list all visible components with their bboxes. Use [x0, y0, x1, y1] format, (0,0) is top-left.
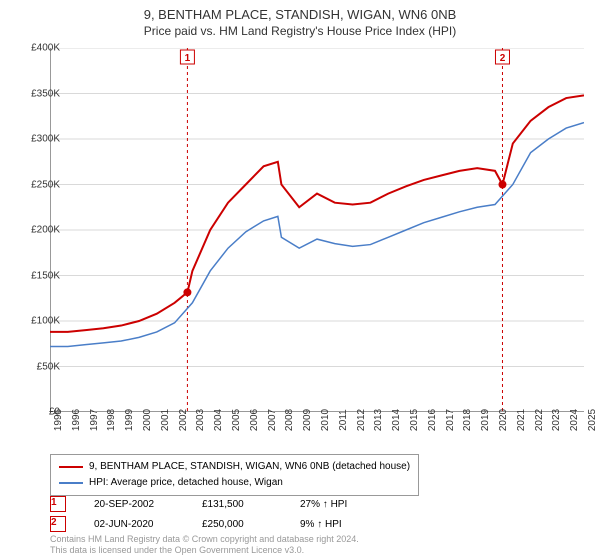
x-tick-label: 2001 [160, 409, 171, 431]
marker-badge: 1 [50, 496, 66, 512]
x-tick-label: 2020 [498, 409, 509, 431]
x-tick-label: 2018 [462, 409, 473, 431]
legend-label: HPI: Average price, detached house, Wiga… [89, 475, 283, 491]
marker-row: 2 02-JUN-2020 £250,000 9% ↑ HPI [50, 516, 347, 532]
svg-text:2: 2 [500, 53, 506, 64]
x-tick-label: 1997 [89, 409, 100, 431]
y-tick-label: £50K [16, 361, 60, 372]
legend-item: HPI: Average price, detached house, Wiga… [59, 475, 410, 491]
marker-delta: 27% ↑ HPI [300, 499, 347, 510]
y-tick-label: £350K [16, 88, 60, 99]
marker-table: 1 20-SEP-2002 £131,500 27% ↑ HPI 2 02-JU… [50, 496, 347, 536]
chart-plot-area: 12 [50, 48, 584, 412]
x-tick-label: 2005 [231, 409, 242, 431]
marker-row: 1 20-SEP-2002 £131,500 27% ↑ HPI [50, 496, 347, 512]
x-tick-label: 2007 [267, 409, 278, 431]
footer-line1: Contains HM Land Registry data © Crown c… [50, 534, 359, 546]
x-tick-label: 2021 [516, 409, 527, 431]
chart-title: 9, BENTHAM PLACE, STANDISH, WIGAN, WN6 0… [0, 0, 600, 24]
x-tick-label: 2009 [302, 409, 313, 431]
chart-subtitle: Price paid vs. HM Land Registry's House … [0, 24, 600, 42]
x-tick-label: 1998 [106, 409, 117, 431]
x-tick-label: 2010 [320, 409, 331, 431]
legend-item: 9, BENTHAM PLACE, STANDISH, WIGAN, WN6 0… [59, 459, 410, 475]
y-tick-label: £300K [16, 134, 60, 145]
marker-date: 02-JUN-2020 [94, 519, 174, 530]
x-tick-label: 2004 [213, 409, 224, 431]
legend-swatch [59, 466, 83, 468]
x-tick-label: 2017 [445, 409, 456, 431]
footer-line2: This data is licensed under the Open Gov… [50, 545, 359, 557]
y-tick-label: £400K [16, 43, 60, 54]
x-tick-label: 2022 [534, 409, 545, 431]
x-tick-label: 2024 [569, 409, 580, 431]
x-tick-label: 2006 [249, 409, 260, 431]
x-tick-label: 2025 [587, 409, 598, 431]
y-tick-label: £100K [16, 316, 60, 327]
marker-delta: 9% ↑ HPI [300, 519, 342, 530]
marker-price: £131,500 [202, 499, 272, 510]
x-tick-label: 1999 [124, 409, 135, 431]
y-tick-label: £200K [16, 225, 60, 236]
x-tick-label: 2002 [178, 409, 189, 431]
marker-date: 20-SEP-2002 [94, 499, 174, 510]
marker-price: £250,000 [202, 519, 272, 530]
legend-label: 9, BENTHAM PLACE, STANDISH, WIGAN, WN6 0… [89, 459, 410, 475]
x-tick-label: 2016 [427, 409, 438, 431]
x-tick-label: 2019 [480, 409, 491, 431]
legend-swatch [59, 482, 83, 484]
footer-text: Contains HM Land Registry data © Crown c… [50, 534, 359, 557]
chart-container: 9, BENTHAM PLACE, STANDISH, WIGAN, WN6 0… [0, 0, 600, 560]
y-tick-label: £150K [16, 270, 60, 281]
svg-text:1: 1 [185, 53, 191, 64]
x-tick-label: 2023 [551, 409, 562, 431]
chart-svg: 12 [50, 48, 584, 412]
x-tick-label: 1995 [53, 409, 64, 431]
legend: 9, BENTHAM PLACE, STANDISH, WIGAN, WN6 0… [50, 454, 419, 496]
x-tick-label: 1996 [71, 409, 82, 431]
x-tick-label: 2011 [338, 409, 349, 431]
x-tick-label: 2013 [373, 409, 384, 431]
x-tick-label: 2014 [391, 409, 402, 431]
x-tick-label: 2015 [409, 409, 420, 431]
x-tick-label: 2012 [356, 409, 367, 431]
marker-badge: 2 [50, 516, 66, 532]
x-tick-label: 2003 [195, 409, 206, 431]
x-tick-label: 2000 [142, 409, 153, 431]
y-tick-label: £250K [16, 179, 60, 190]
x-tick-label: 2008 [284, 409, 295, 431]
